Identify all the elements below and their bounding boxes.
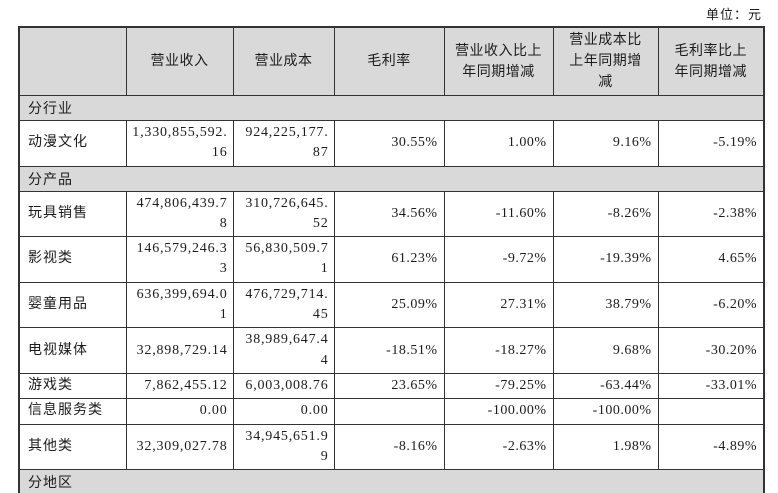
cost-yoy-cell: -63.44% [552, 372, 659, 400]
margin-cell: -18.51% [333, 327, 445, 374]
revenue-cell: 7,862,455.12 [125, 372, 234, 400]
column-header-cost-yoy: 营业成本比上年同期增减 [552, 26, 659, 96]
revenue-yoy-cell: -11.60% [443, 190, 554, 238]
column-header-revenue: 营业收入 [125, 26, 234, 96]
column-header-margin: 毛利率 [333, 26, 445, 96]
row-label: 玩具销售 [18, 190, 127, 238]
revenue-yoy-cell: -79.25% [443, 372, 554, 400]
revenue-cell: 32,309,027.78 [125, 423, 234, 471]
revenue-cell: 474,806,439.78 [125, 190, 234, 238]
margin-yoy-cell: -5.19% [657, 120, 765, 167]
cost-yoy-cell: -100.00% [552, 398, 659, 425]
revenue-yoy-cell: -9.72% [443, 236, 554, 283]
cost-cell: 34,945,651.99 [232, 423, 335, 471]
cost-yoy-cell: 9.16% [552, 120, 659, 167]
cost-cell: 476,729,714.45 [232, 281, 335, 329]
section-header: 分产品 [18, 165, 765, 192]
cost-yoy-cell: -8.26% [552, 190, 659, 238]
cost-cell: 0.00 [232, 398, 335, 425]
margin-cell: 25.09% [333, 281, 445, 329]
table-row: 动漫文化 1,330,855,592.16 924,225,177.87 30.… [18, 120, 765, 167]
corner-cell [18, 26, 127, 96]
unit-label: 单位：元 [705, 7, 762, 22]
revenue-cell: 146,579,246.33 [125, 236, 234, 283]
row-label: 婴童用品 [18, 281, 127, 329]
margin-cell: 30.55% [333, 120, 445, 167]
row-label: 其他类 [18, 423, 127, 471]
cost-yoy-cell: 9.68% [552, 327, 659, 374]
column-header-revenue-yoy: 营业收入比上年同期增减 [443, 26, 554, 96]
row-label: 动漫文化 [18, 120, 127, 167]
cost-cell: 56,830,509.71 [232, 236, 335, 283]
revenue-yoy-cell: 27.31% [443, 281, 554, 329]
row-label: 影视类 [18, 236, 127, 283]
table-row: 信息服务类 0.00 0.00 -100.00% -100.00% [18, 398, 765, 425]
column-header-cost: 营业成本 [232, 26, 335, 96]
revenue-cell: 636,399,694.01 [125, 281, 234, 329]
margin-yoy-cell: 4.65% [657, 236, 765, 283]
cost-yoy-cell: 38.79% [552, 281, 659, 329]
margin-yoy-cell: -30.20% [657, 327, 765, 374]
revenue-cell: 0.00 [125, 398, 234, 425]
margin-yoy-cell: -6.20% [657, 281, 765, 329]
margin-yoy-cell [657, 398, 765, 425]
margin-yoy-cell: -33.01% [657, 372, 765, 400]
revenue-yoy-cell: 1.00% [443, 120, 554, 167]
margin-yoy-cell: -2.38% [657, 190, 765, 238]
revenue-cell: 32,898,729.14 [125, 327, 234, 374]
table-row: 婴童用品 636,399,694.01 476,729,714.45 25.09… [18, 281, 765, 329]
row-label: 电视媒体 [18, 327, 127, 374]
cost-cell: 6,003,008.76 [232, 372, 335, 400]
section-header: 分行业 [18, 95, 765, 121]
column-header-margin-yoy: 毛利率比上年同期增减 [657, 26, 765, 96]
cost-cell: 38,989,647.44 [232, 327, 335, 374]
section-header: 分地区 [18, 469, 765, 493]
table-row: 玩具销售 474,806,439.78 310,726,645.52 34.56… [18, 190, 765, 238]
header-row: 营业收入 营业成本 毛利率 营业收入比上年同期增减 营业成本比上年同期增减 毛利… [18, 26, 765, 96]
margin-cell [333, 398, 445, 425]
section-row-product: 分产品 [18, 165, 765, 192]
table-row: 电视媒体 32,898,729.14 38,989,647.44 -18.51%… [18, 327, 765, 374]
margin-yoy-cell: -4.89% [657, 423, 765, 471]
cost-cell: 924,225,177.87 [232, 120, 335, 167]
margin-cell: 61.23% [333, 236, 445, 283]
section-row-region: 分地区 [18, 469, 765, 493]
margin-cell: 34.56% [333, 190, 445, 238]
row-label: 游戏类 [18, 372, 127, 400]
revenue-yoy-cell: -18.27% [443, 327, 554, 374]
financial-breakdown-table: 营业收入 营业成本 毛利率 营业收入比上年同期增减 营业成本比上年同期增减 毛利… [18, 26, 765, 493]
table-row: 影视类 146,579,246.33 56,830,509.71 61.23% … [18, 236, 765, 283]
table-row: 其他类 32,309,027.78 34,945,651.99 -8.16% -… [18, 423, 765, 471]
revenue-yoy-cell: -2.63% [443, 423, 554, 471]
revenue-cell: 1,330,855,592.16 [125, 120, 234, 167]
cost-yoy-cell: -19.39% [552, 236, 659, 283]
row-label: 信息服务类 [18, 398, 127, 425]
section-row-industry: 分行业 [18, 95, 765, 121]
margin-cell: 23.65% [333, 372, 445, 400]
cost-cell: 310,726,645.52 [232, 190, 335, 238]
table-row: 游戏类 7,862,455.12 6,003,008.76 23.65% -79… [18, 372, 765, 400]
revenue-yoy-cell: -100.00% [443, 398, 554, 425]
margin-cell: -8.16% [333, 423, 445, 471]
cost-yoy-cell: 1.98% [552, 423, 659, 471]
